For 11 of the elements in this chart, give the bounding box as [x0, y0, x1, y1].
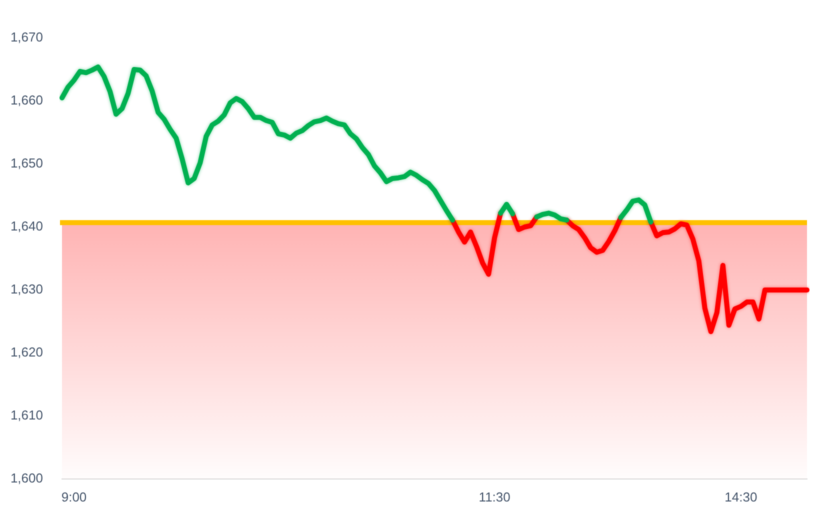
y-tick-label: 1,670	[10, 30, 43, 45]
y-tick-label: 1,660	[10, 92, 43, 108]
x-tick-label: 9:00	[61, 489, 87, 504]
y-tick-label: 1,650	[10, 156, 43, 171]
y-tick-label: 1,600	[10, 470, 43, 486]
x-tick-label: 14:30	[724, 489, 758, 504]
y-tick-label: 1,630	[10, 282, 43, 297]
y-tick-label: 1,620	[10, 344, 43, 360]
y-tick-label: 1,610	[10, 408, 43, 423]
y-tick-label: 1,640	[10, 218, 43, 234]
x-tick-label: 11:30	[478, 489, 510, 504]
